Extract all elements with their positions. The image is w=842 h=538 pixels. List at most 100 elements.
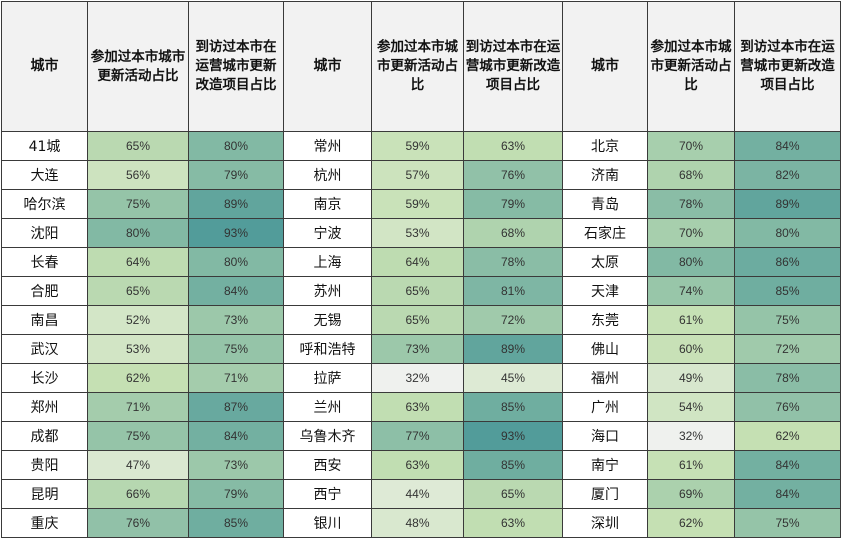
activity-pct-cell: 59% [371,189,464,219]
activity-pct-cell: 65% [87,276,189,306]
city-cell: 长春 [1,247,88,277]
visit-pct-cell: 87% [188,392,284,422]
header-activity-2: 参加过本市城市更新活动占比 [371,1,464,132]
visit-pct-cell: 89% [734,189,841,219]
visit-pct-cell: 68% [463,218,563,248]
visit-pct-cell: 85% [463,392,563,422]
header-city-2: 城市 [283,1,372,132]
table-body: 41城 65% 80% 常州 59% 63% 北京 70% 84% 大连 56% 79% 杭州 57% 76… [1,131,841,538]
activity-pct-cell: 80% [647,247,735,277]
visit-pct-cell: 93% [188,218,284,248]
city-cell: 东莞 [562,305,648,335]
city-cell: 福州 [562,363,648,393]
activity-pct-cell: 53% [87,334,189,364]
visit-pct-cell: 86% [734,247,841,277]
visit-pct-cell: 75% [734,305,841,335]
table-row: 长春 64% 80% 上海 64% 78% 太原 80% 86% [1,247,841,277]
city-cell: 大连 [1,160,88,190]
city-cell: 重庆 [1,508,88,538]
activity-pct-cell: 47% [87,450,189,480]
city-cell: 南昌 [1,305,88,335]
activity-pct-cell: 65% [371,276,464,306]
activity-pct-cell: 69% [647,479,735,509]
city-cell: 天津 [562,276,648,306]
city-cell: 西安 [283,450,372,480]
activity-pct-cell: 71% [87,392,189,422]
city-cell: 济南 [562,160,648,190]
city-cell: 厦门 [562,479,648,509]
city-cell: 贵阳 [1,450,88,480]
table-row: 大连 56% 79% 杭州 57% 76% 济南 68% 82% [1,160,841,190]
visit-pct-cell: 84% [188,276,284,306]
activity-pct-cell: 65% [87,131,189,161]
visit-pct-cell: 85% [734,276,841,306]
visit-pct-cell: 80% [188,131,284,161]
visit-pct-cell: 84% [188,421,284,451]
activity-pct-cell: 64% [87,247,189,277]
visit-pct-cell: 84% [734,131,841,161]
city-cell: 青岛 [562,189,648,219]
city-cell: 哈尔滨 [1,189,88,219]
city-cell: 宁波 [283,218,372,248]
city-cell: 呼和浩特 [283,334,372,364]
visit-pct-cell: 62% [734,421,841,451]
activity-pct-cell: 80% [87,218,189,248]
city-cell: 兰州 [283,392,372,422]
activity-pct-cell: 77% [371,421,464,451]
city-cell: 拉萨 [283,363,372,393]
activity-pct-cell: 62% [87,363,189,393]
activity-pct-cell: 44% [371,479,464,509]
activity-pct-cell: 63% [371,450,464,480]
visit-pct-cell: 76% [463,160,563,190]
visit-pct-cell: 65% [463,479,563,509]
visit-pct-cell: 85% [463,450,563,480]
header-visit-3: 到访过本市在运营城市更新改造项目占比 [734,1,841,132]
city-cell: 银川 [283,508,372,538]
table-row: 贵阳 47% 73% 西安 63% 85% 南宁 61% 84% [1,450,841,480]
city-cell: 石家庄 [562,218,648,248]
visit-pct-cell: 82% [734,160,841,190]
visit-pct-cell: 75% [188,334,284,364]
city-cell: 上海 [283,247,372,277]
activity-pct-cell: 70% [647,218,735,248]
activity-pct-cell: 70% [647,131,735,161]
activity-pct-cell: 56% [87,160,189,190]
visit-pct-cell: 89% [188,189,284,219]
header-activity-1: 参加过本市城市更新活动占比 [87,1,189,132]
activity-pct-cell: 52% [87,305,189,335]
visit-pct-cell: 72% [734,334,841,364]
city-cell: 郑州 [1,392,88,422]
visit-pct-cell: 78% [734,363,841,393]
city-cell: 广州 [562,392,648,422]
header-visit-2: 到访过本市在运营城市更新改造项目占比 [463,1,563,132]
visit-pct-cell: 80% [188,247,284,277]
visit-pct-cell: 80% [734,218,841,248]
city-cell: 南京 [283,189,372,219]
city-cell: 苏州 [283,276,372,306]
city-cell: 太原 [562,247,648,277]
city-cell: 佛山 [562,334,648,364]
city-cell: 杭州 [283,160,372,190]
visit-pct-cell: 71% [188,363,284,393]
city-cell: 深圳 [562,508,648,538]
visit-pct-cell: 73% [188,450,284,480]
activity-pct-cell: 68% [647,160,735,190]
activity-pct-cell: 73% [371,334,464,364]
city-cell: 海口 [562,421,648,451]
activity-pct-cell: 32% [647,421,735,451]
activity-pct-cell: 32% [371,363,464,393]
header-activity-3: 参加过本市城市更新活动占比 [647,1,735,132]
visit-pct-cell: 84% [734,450,841,480]
table-row: 郑州 71% 87% 兰州 63% 85% 广州 54% 76% [1,392,841,422]
table-row: 沈阳 80% 93% 宁波 53% 68% 石家庄 70% 80% [1,218,841,248]
activity-pct-cell: 65% [371,305,464,335]
table-row: 武汉 53% 75% 呼和浩特 73% 89% 佛山 60% 72% [1,334,841,364]
activity-pct-cell: 48% [371,508,464,538]
table-row: 成都 75% 84% 乌鲁木齐 77% 93% 海口 32% 62% [1,421,841,451]
table-row: 重庆 76% 85% 银川 48% 63% 深圳 62% 75% [1,508,841,538]
visit-pct-cell: 89% [463,334,563,364]
activity-pct-cell: 63% [371,392,464,422]
activity-pct-cell: 59% [371,131,464,161]
city-cell: 乌鲁木齐 [283,421,372,451]
city-cell: 西宁 [283,479,372,509]
